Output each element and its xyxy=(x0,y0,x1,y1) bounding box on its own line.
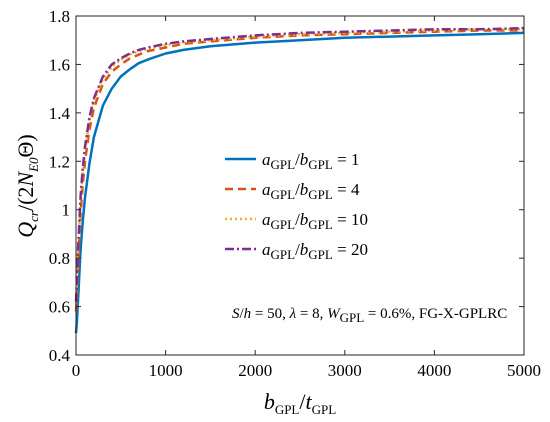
legend: aGPL/bGPL = 1 aGPL/bGPL = 4 aGPL/bGPL = … xyxy=(225,150,368,262)
x-tick-label-6: 5000 xyxy=(507,361,541,380)
legend-entry-4: aGPL/bGPL = 20 xyxy=(225,240,368,262)
y-axis-ticks: 0.4 0.6 0.8 1 1.2 1.4 1.6 1.8 xyxy=(49,7,524,365)
series-layer xyxy=(74,26,525,334)
x-axis-ticks: 0 1000 2000 3000 4000 5000 xyxy=(72,16,541,380)
x-tick-label-2: 1000 xyxy=(149,361,183,380)
legend-label-4: aGPL/bGPL = 20 xyxy=(262,240,368,262)
legend-label-1: aGPL/bGPL = 1 xyxy=(262,150,359,172)
y-axis-label: Qcr/(2NE0Θ) xyxy=(13,134,41,238)
series-line-2 xyxy=(74,29,524,312)
legend-entry-1: aGPL/bGPL = 1 xyxy=(225,150,359,172)
y-tick-label-4: 1 xyxy=(62,201,71,220)
x-tick-label-1: 0 xyxy=(72,361,81,380)
y-tick-label-1: 0.4 xyxy=(49,346,71,365)
legend-label-2: aGPL/bGPL = 4 xyxy=(262,180,360,202)
legend-label-3: aGPL/bGPL = 10 xyxy=(262,210,368,232)
series-line-4 xyxy=(74,26,525,302)
x-axis-label: bGPL/tGPL xyxy=(264,389,336,417)
y-tick-label-3: 0.8 xyxy=(49,249,70,268)
y-tick-label-8: 1.8 xyxy=(49,7,70,26)
legend-entry-2: aGPL/bGPL = 4 xyxy=(225,180,360,202)
x-tick-label-5: 4000 xyxy=(417,361,451,380)
series-line-1 xyxy=(74,31,525,334)
legend-entry-3: aGPL/bGPL = 10 xyxy=(225,210,368,232)
y-tick-label-7: 1.6 xyxy=(49,55,70,74)
x-tick-label-4: 3000 xyxy=(328,361,362,380)
plot-area-frame xyxy=(75,15,525,356)
y-tick-label-2: 0.6 xyxy=(49,298,70,317)
x-tick-label-3: 2000 xyxy=(238,361,272,380)
y-tick-label-6: 1.4 xyxy=(49,104,71,123)
parameter-annotation: S/h = 50, λ = 8, WGPL = 0.6%, FG-X-GPLRC xyxy=(232,306,507,325)
y-tick-label-5: 1.2 xyxy=(49,152,70,171)
